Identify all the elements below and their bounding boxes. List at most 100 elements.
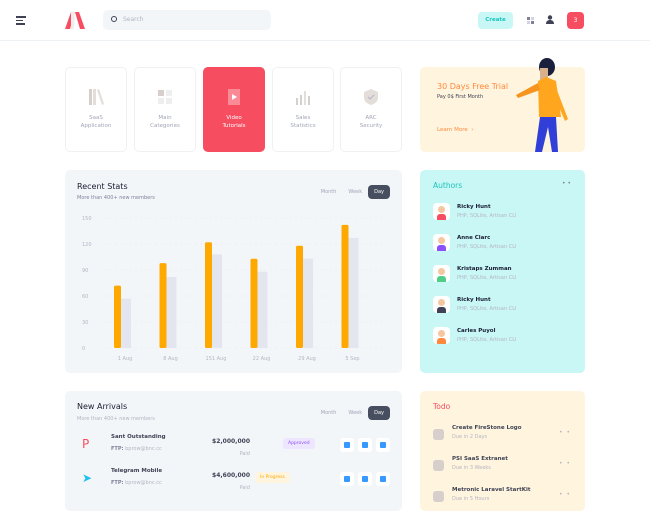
bar-chart-icon [296,91,310,105]
tile-label: Categories [150,123,180,129]
pencil-icon [362,442,368,448]
search-input[interactable]: Search [103,10,271,30]
view-button[interactable] [340,472,354,486]
search-placeholder: Search [123,16,144,23]
todo-checkbox[interactable] [433,429,444,440]
x-tick-label: 1 Aug [118,356,133,362]
y-tick-label: 30 [82,320,88,326]
tile-label: Video [226,115,242,121]
author-skills: PHP, SQLite, Artisan CLI [457,213,517,219]
bar-primary [205,242,212,348]
tile-sales-statistics[interactable]: Sales Statistics [272,67,334,152]
todo-due: Due in 2 Days [452,434,488,440]
tab-day[interactable]: Day [368,185,390,199]
todo-checkbox[interactable] [433,460,444,471]
menu-toggle-icon[interactable] [16,16,26,25]
bar-primary [159,263,167,348]
todo-item: Metronic Laravel StartKit Due in 5 Hours [433,487,530,502]
arrival-paid: Paid [239,451,250,457]
tab-week[interactable]: Week [348,189,363,195]
x-tick-label: 22 Aug [253,356,271,362]
brand-logo[interactable] [65,12,85,29]
todo-menu-icon[interactable]: • • [559,491,571,498]
todo-item-title[interactable]: Metronic Laravel StartKit [452,487,531,493]
recent-stats-bar-chart: 0 30 60 90 120 150 1 Aug 8 Aug 151 Aug 22 Aug 29 A… [82,216,385,362]
tile-label: SaaS [89,115,103,121]
bar-secondary [212,254,222,348]
author-avatar [433,265,450,282]
arrival-name[interactable]: Sant Outstanding [111,434,166,440]
learn-more-link[interactable]: Learn More › [437,127,473,133]
todo-item-title[interactable]: PSI SaaS Extranet [452,456,508,462]
tab-month[interactable]: Month [320,410,337,416]
trash-icon [380,476,386,482]
edit-button[interactable] [358,438,372,452]
tile-arc-security[interactable]: ARC Security [340,67,402,152]
todo-card: Todo Create FireStone Logo Due in 2 Days •… [420,391,585,511]
todo-item: PSI SaaS Extranet Due in 3 Weeks [433,456,508,471]
arrow-right-icon: › [469,127,474,133]
todo-item-title[interactable]: Create FireStone Logo [452,425,522,431]
tab-week[interactable]: Week [348,410,363,416]
author-item[interactable]: Kristaps Zumman PHP, SQLite, Artisan CLI [433,265,516,282]
new-arrivals-title: New Arrivals [77,402,128,411]
x-tick-label: 29 Aug [298,356,316,362]
tab-month[interactable]: Month [320,189,337,195]
table-row: ➤ Telegram Mobile FTP: bprow@bnc.cc $4,6… [65,465,402,497]
notifications-badge[interactable]: 3 [567,12,584,29]
delete-button[interactable] [376,472,390,486]
trash-icon [380,442,386,448]
author-item[interactable]: Ricky Hunt PHP, SQLite, Artisan CLI [433,203,516,220]
y-tick-label: 90 [82,268,88,274]
y-tick-label: 150 [82,216,92,222]
bar-secondary [348,237,359,348]
author-avatar [433,203,450,220]
todo-menu-icon[interactable]: • • [559,460,571,467]
tile-label: Sales [295,115,311,121]
todo-menu-icon[interactable]: • • [559,429,571,436]
view-button[interactable] [340,438,354,452]
p-logo-icon: P [82,437,90,451]
author-item[interactable]: Ricky Hunt PHP, SQLite, Artisan CLI [433,296,516,313]
edit-button[interactable] [358,472,372,486]
tile-main-categories[interactable]: Main Categories [134,67,196,152]
x-tick-label: 151 Aug [206,356,227,362]
arrival-amount: $2,000,000 [212,438,250,445]
recent-stats-subtitle: More than 400+ new members [77,195,155,201]
search-icon [111,16,117,22]
user-icon[interactable] [546,15,554,24]
tile-saas-application[interactable]: SaaS Application [65,67,127,152]
author-item[interactable]: Carles Puyol PHP, SQLite, Artisan CLI [433,327,516,344]
card-icon [344,476,350,482]
tile-label: Main [158,115,172,121]
tab-day[interactable]: Day [368,406,390,420]
trial-subtitle: Pay 0$ First Month [437,94,484,100]
authors-title: Authors [433,181,463,190]
todo-checkbox[interactable] [433,491,444,502]
author-avatar [433,296,450,313]
tile-video-tutorials[interactable]: Video Tutorials [203,67,265,152]
authors-menu-icon[interactable]: • • [562,180,571,187]
author-item[interactable]: Anne Clarc PHP, SQLite, Artisan CLI [433,234,516,251]
arrival-name[interactable]: Telegram Mobile [111,468,163,474]
author-skills: PHP, SQLite, Artisan CLI [457,275,517,281]
delete-button[interactable] [376,438,390,452]
bar-secondary [121,298,131,348]
ftp-value: bprow@bnc.cc [125,480,162,486]
new-arrivals-subtitle: More than 400+ new members [77,416,155,422]
ftp-label: FTP: [111,446,124,452]
recent-stats-card: Recent Stats More than 400+ new members … [65,170,402,373]
todo-item: Create FireStone Logo Due in 2 Days [433,425,521,440]
bar-secondary [257,271,268,348]
y-tick-label: 120 [82,242,92,248]
video-icon [228,89,240,105]
author-name: Carles Puyol [457,328,496,334]
bar-secondary [166,276,177,348]
bar-secondary [303,258,313,348]
authors-card: Authors • • Ricky Hunt PHP, SQLite, Artis… [420,170,585,373]
y-tick-label: 60 [82,294,88,300]
tile-label: Tutorials [222,123,246,129]
create-button[interactable]: Create [478,12,513,29]
author-skills: PHP, SQLite, Artisan CLI [457,337,517,343]
apps-grid-icon[interactable] [527,17,534,24]
